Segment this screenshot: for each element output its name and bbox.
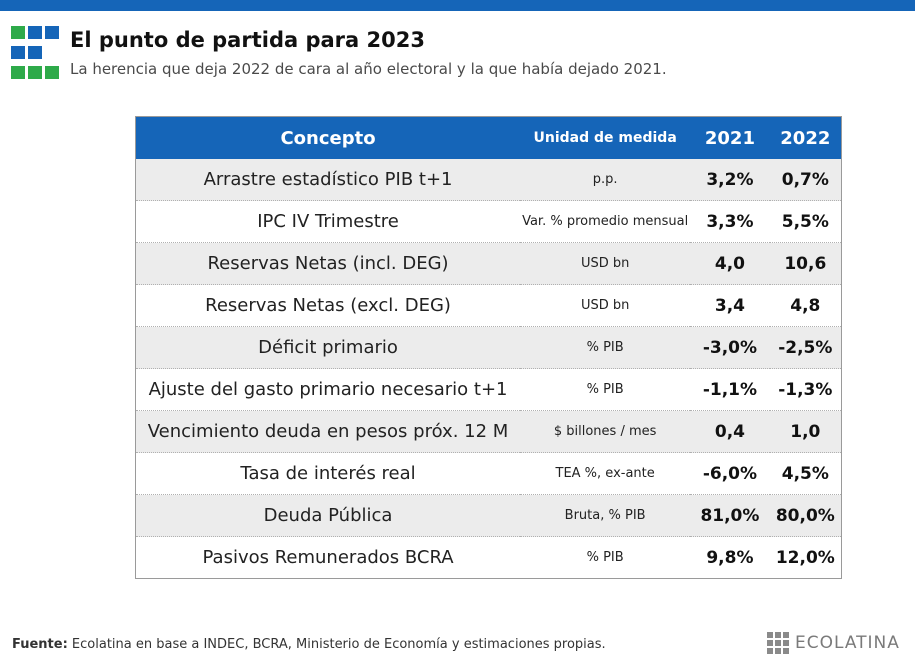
cell-2021: 3,2% <box>690 159 770 201</box>
cell-concept: Déficit primario <box>135 326 521 369</box>
header-unidad: Unidad de medida <box>520 116 691 159</box>
cell-unit: Bruta, % PIB <box>520 494 691 537</box>
brand-grid-icon <box>767 632 789 654</box>
header-2021: 2021 <box>690 116 770 159</box>
page-title: El punto de partida para 2023 <box>70 28 425 52</box>
table-row: Pasivos Remunerados BCRA % PIB 9,8% 12,0… <box>135 536 842 579</box>
source-note: Fuente: Ecolatina en base a INDEC, BCRA,… <box>12 637 606 652</box>
cell-concept: Deuda Pública <box>135 494 521 537</box>
cell-2022: -2,5% <box>769 326 842 369</box>
cell-2022: -1,3% <box>769 368 842 411</box>
header-concepto: Concepto <box>135 116 521 159</box>
cell-unit: TEA %, ex-ante <box>520 452 691 495</box>
brand-name: ECOLATINA <box>795 633 900 653</box>
page-subtitle: La herencia que deja 2022 de cara al año… <box>70 60 667 78</box>
cell-concept: Ajuste del gasto primario necesario t+1 <box>135 368 521 411</box>
cell-unit: p.p. <box>520 159 691 201</box>
cell-2021: -3,0% <box>690 326 770 369</box>
table-row: Reservas Netas (excl. DEG) USD bn 3,4 4,… <box>135 284 842 327</box>
cell-2022: 5,5% <box>769 200 842 243</box>
cell-concept: Pasivos Remunerados BCRA <box>135 536 521 579</box>
grid-logo-icon <box>11 26 61 80</box>
table-row: IPC IV Trimestre Var. % promedio mensual… <box>135 200 842 243</box>
cell-2022: 10,6 <box>769 242 842 285</box>
header-2022: 2022 <box>769 116 842 159</box>
cell-2021: 9,8% <box>690 536 770 579</box>
cell-2022: 4,8 <box>769 284 842 327</box>
table-row: Reservas Netas (incl. DEG) USD bn 4,0 10… <box>135 242 842 285</box>
cell-2021: 4,0 <box>690 242 770 285</box>
cell-2021: -1,1% <box>690 368 770 411</box>
cell-concept: IPC IV Trimestre <box>135 200 521 243</box>
table-row: Vencimiento deuda en pesos próx. 12 M $ … <box>135 410 842 453</box>
cell-concept: Tasa de interés real <box>135 452 521 495</box>
table-row: Déficit primario % PIB -3,0% -2,5% <box>135 326 842 369</box>
cell-concept: Reservas Netas (excl. DEG) <box>135 284 521 327</box>
cell-concept: Arrastre estadístico PIB t+1 <box>135 159 521 201</box>
cell-2021: -6,0% <box>690 452 770 495</box>
cell-2022: 0,7% <box>769 159 842 201</box>
cell-concept: Vencimiento deuda en pesos próx. 12 M <box>135 410 521 453</box>
cell-2022: 80,0% <box>769 494 842 537</box>
top-accent-bar <box>0 0 915 11</box>
cell-2021: 81,0% <box>690 494 770 537</box>
source-text: Ecolatina en base a INDEC, BCRA, Ministe… <box>67 637 606 652</box>
cell-2021: 3,3% <box>690 200 770 243</box>
data-table: Concepto Unidad de medida 2021 2022 Arra… <box>135 116 842 579</box>
cell-unit: USD bn <box>520 284 691 327</box>
table-row: Arrastre estadístico PIB t+1 p.p. 3,2% 0… <box>135 159 842 201</box>
cell-unit: $ billones / mes <box>520 410 691 453</box>
table-row: Tasa de interés real TEA %, ex-ante -6,0… <box>135 452 842 495</box>
source-label: Fuente: <box>12 637 68 652</box>
cell-concept: Reservas Netas (incl. DEG) <box>135 242 521 285</box>
table-header-row: Concepto Unidad de medida 2021 2022 <box>135 116 842 159</box>
table-row: Deuda Pública Bruta, % PIB 81,0% 80,0% <box>135 494 842 537</box>
cell-2022: 1,0 <box>769 410 842 453</box>
cell-2022: 12,0% <box>769 536 842 579</box>
cell-unit: % PIB <box>520 326 691 369</box>
table-row: Ajuste del gasto primario necesario t+1 … <box>135 368 842 411</box>
cell-2021: 3,4 <box>690 284 770 327</box>
cell-2022: 4,5% <box>769 452 842 495</box>
cell-2021: 0,4 <box>690 410 770 453</box>
cell-unit: Var. % promedio mensual <box>520 200 691 243</box>
cell-unit: % PIB <box>520 368 691 411</box>
cell-unit: USD bn <box>520 242 691 285</box>
cell-unit: % PIB <box>520 536 691 579</box>
